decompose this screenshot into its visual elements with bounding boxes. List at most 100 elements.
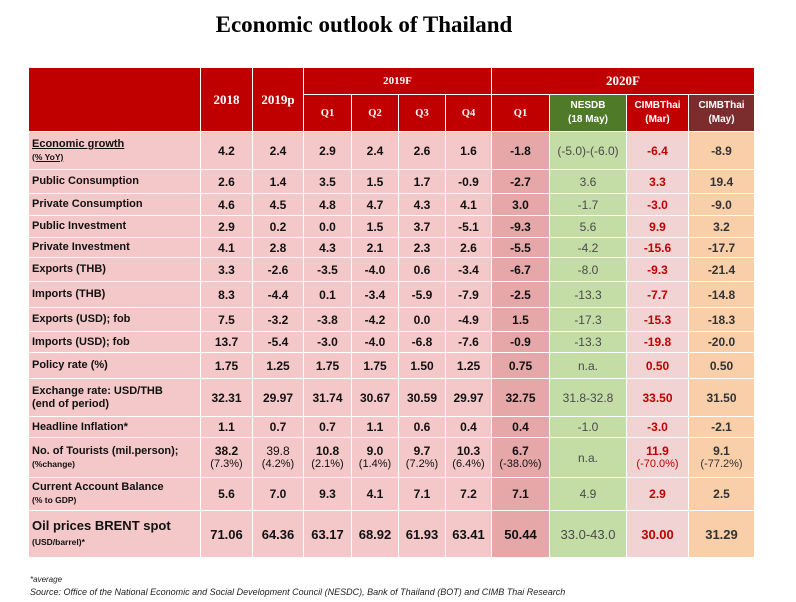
header-2019p: 2019p <box>252 67 304 132</box>
cell-2019-q4: 1.6 <box>445 131 492 170</box>
footnote-average: *average <box>30 575 63 584</box>
cell-2019-q4: 0.4 <box>445 416 492 438</box>
cell-value: 9.0 <box>366 444 384 458</box>
cell-change: (7.3%) <box>210 458 243 470</box>
cell-2019-q4: 2.6 <box>445 237 492 258</box>
cell-nesdb: -4.2 <box>549 237 627 258</box>
cell-cimb-mar: -3.0 <box>626 193 689 216</box>
cell-2019-q1: -3.5 <box>303 257 352 282</box>
cell-2020-q1: 32.75 <box>491 378 550 417</box>
cell-2018: 2.9 <box>200 215 253 238</box>
cell-2019-q2: 68.92 <box>351 510 399 558</box>
row-label-text: Public Investment <box>32 220 127 232</box>
cell-nesdb: -1.7 <box>549 193 627 216</box>
cell-cimb-may: 0.50 <box>688 352 755 379</box>
cell-change: (7.2%) <box>405 458 439 470</box>
cell-cimb-mar: 2.9 <box>626 477 689 511</box>
cell-2019-q4: -7.6 <box>445 331 492 353</box>
cell-cimb-mar: 3.3 <box>626 169 689 194</box>
cell-2019-q2: -3.4 <box>351 281 399 308</box>
cell-nesdb: 5.6 <box>549 215 627 238</box>
row-label-text: Headline Inflation* <box>32 420 128 433</box>
row-label: No. of Tourists (mil.person); (%change) <box>28 437 201 478</box>
header-nesdb: NESDB (18 May) <box>549 94 627 132</box>
header-nesdb-name: NESDB <box>570 100 606 111</box>
cell-2019-q4: -5.1 <box>445 215 492 238</box>
header-2019-q2: Q2 <box>351 94 399 132</box>
cell-nesdb: 33.0-43.0 <box>549 510 627 558</box>
cell-cimb-mar: -15.3 <box>626 307 689 332</box>
cell-cimb-mar: 0.50 <box>626 352 689 379</box>
cell-2019-q2: 1.5 <box>351 169 399 194</box>
cell-change: (2.1%) <box>311 458 344 470</box>
table-body: Economic growth (% YoY) 4.2 2.4 2.9 2.4 2.6 1.6… <box>28 131 755 558</box>
cell-cimb-mar: -3.0 <box>626 416 689 438</box>
cell-2020-q1: -5.5 <box>491 237 550 258</box>
cell-cimb-may: 19.4 <box>688 169 755 194</box>
cell-2019-q2: -4.2 <box>351 307 399 332</box>
cell-2019-q3: 4.3 <box>398 193 446 216</box>
row-label: Public Investment <box>28 215 201 238</box>
table-row: No. of Tourists (mil.person); (%change) 38… <box>28 437 755 478</box>
cell-nesdb: (-5.0)-(-6.0) <box>549 131 627 170</box>
cell-change: (1.4%) <box>358 458 392 470</box>
cell-nesdb: -1.0 <box>549 416 627 438</box>
row-label: Public Consumption <box>28 169 201 194</box>
cell-cimb-may: -14.8 <box>688 281 755 308</box>
row-label-text: Oil prices BRENT spot <box>32 518 171 533</box>
cell-2020-q1: -2.7 <box>491 169 550 194</box>
cell-2019-q2: 4.1 <box>351 477 399 511</box>
cell-2019-q1: 3.5 <box>303 169 352 194</box>
row-label-text: Exports (THB) <box>32 263 106 275</box>
cell-2019-q3: 9.7 (7.2%) <box>398 437 446 478</box>
cell-2019-q4: -7.9 <box>445 281 492 308</box>
cell-2019-q2: 2.1 <box>351 237 399 258</box>
cell-2019-q2: 1.1 <box>351 416 399 438</box>
row-label-sub: (%change) <box>32 458 75 469</box>
cell-2019-q3: 7.1 <box>398 477 446 511</box>
cell-2020-q1: -2.5 <box>491 281 550 308</box>
cell-change: (4.2%) <box>261 458 295 470</box>
cell-value: 38.2 <box>214 444 239 458</box>
cell-2019-q2: 4.7 <box>351 193 399 216</box>
cell-2020-q1: 50.44 <box>491 510 550 558</box>
cell-2019-q1: 10.8 (2.1%) <box>303 437 352 478</box>
cell-2019p: -3.2 <box>252 307 304 332</box>
cell-cimb-mar: 33.50 <box>626 378 689 417</box>
cell-2018: 71.06 <box>200 510 253 558</box>
cell-2019p: 2.8 <box>252 237 304 258</box>
cell-2018: 1.1 <box>200 416 253 438</box>
table-row: Private Investment 4.1 2.8 4.3 2.1 2.3 2.6 -5.5… <box>28 237 755 258</box>
row-label: Exchange rate: USD/THB (end of period) <box>28 378 201 417</box>
cell-2018: 5.6 <box>200 477 253 511</box>
cell-2019p: 39.8 (4.2%) <box>252 437 304 478</box>
cell-2019-q3: 1.7 <box>398 169 446 194</box>
cell-2019-q1: 0.0 <box>303 215 352 238</box>
cell-2019-q3: -6.8 <box>398 331 446 353</box>
cell-2019-q3: -5.9 <box>398 281 446 308</box>
row-label-text: Imports (THB) <box>32 288 106 300</box>
cell-2019p: 0.7 <box>252 416 304 438</box>
cell-2019-q1: 0.1 <box>303 281 352 308</box>
table-row: Oil prices BRENT spot (USD/barrel)* 71.06 6… <box>28 510 755 558</box>
cell-2019p: 1.25 <box>252 352 304 379</box>
header-cimb-may-name: CIMBThai <box>698 100 745 111</box>
table-row: Current Account Balance (% to GDP) 5.6 7.0 9… <box>28 477 755 511</box>
header-2020-q1: Q1 <box>491 94 550 132</box>
cell-cimb-mar: -15.6 <box>626 237 689 258</box>
economic-outlook-table: 2018 2019p 2019F 2020F Q1 Q2 Q3 Q4 Q1 NE… <box>28 67 755 558</box>
cell-cimb-mar: -7.7 <box>626 281 689 308</box>
cell-2020-q1: 0.75 <box>491 352 550 379</box>
cell-value: 9.7 <box>413 444 431 458</box>
cell-2019-q3: 1.50 <box>398 352 446 379</box>
cell-nesdb: n.a. <box>549 437 627 478</box>
cell-2019-q4: 1.25 <box>445 352 492 379</box>
cell-2020-q1: -0.9 <box>491 331 550 353</box>
cell-2019-q2: 9.0 (1.4%) <box>351 437 399 478</box>
cell-2018: 13.7 <box>200 331 253 353</box>
cell-cimb-may: 2.5 <box>688 477 755 511</box>
cell-2019-q1: 9.3 <box>303 477 352 511</box>
cell-2019-q3: 3.7 <box>398 215 446 238</box>
cell-cimb-may: -9.0 <box>688 193 755 216</box>
cell-2019-q2: 30.67 <box>351 378 399 417</box>
